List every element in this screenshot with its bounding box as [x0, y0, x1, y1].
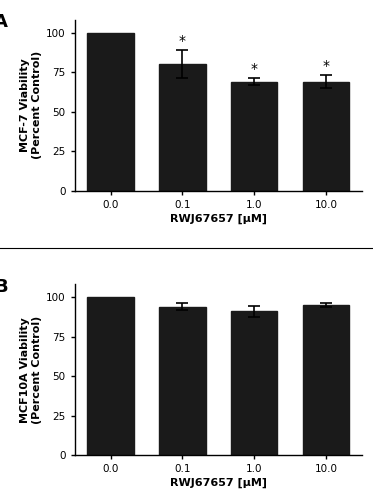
Bar [231, 312, 278, 455]
Bar [231, 82, 278, 190]
Bar [87, 32, 134, 190]
Text: *: * [251, 62, 258, 76]
Text: *: * [179, 34, 186, 48]
Bar [303, 82, 349, 190]
Bar [87, 297, 134, 455]
Y-axis label: MCF10A Viability
(Percent Control): MCF10A Viability (Percent Control) [20, 316, 42, 424]
Text: *: * [322, 59, 329, 73]
X-axis label: RWJ67657 [μM]: RWJ67657 [μM] [170, 478, 267, 488]
Bar [159, 306, 206, 455]
X-axis label: RWJ67657 [μM]: RWJ67657 [μM] [170, 214, 267, 224]
Y-axis label: MCF-7 Viability
(Percent Control): MCF-7 Viability (Percent Control) [20, 51, 42, 160]
Bar [303, 305, 349, 455]
Text: B: B [0, 278, 8, 295]
Text: A: A [0, 13, 8, 31]
Bar [159, 64, 206, 190]
